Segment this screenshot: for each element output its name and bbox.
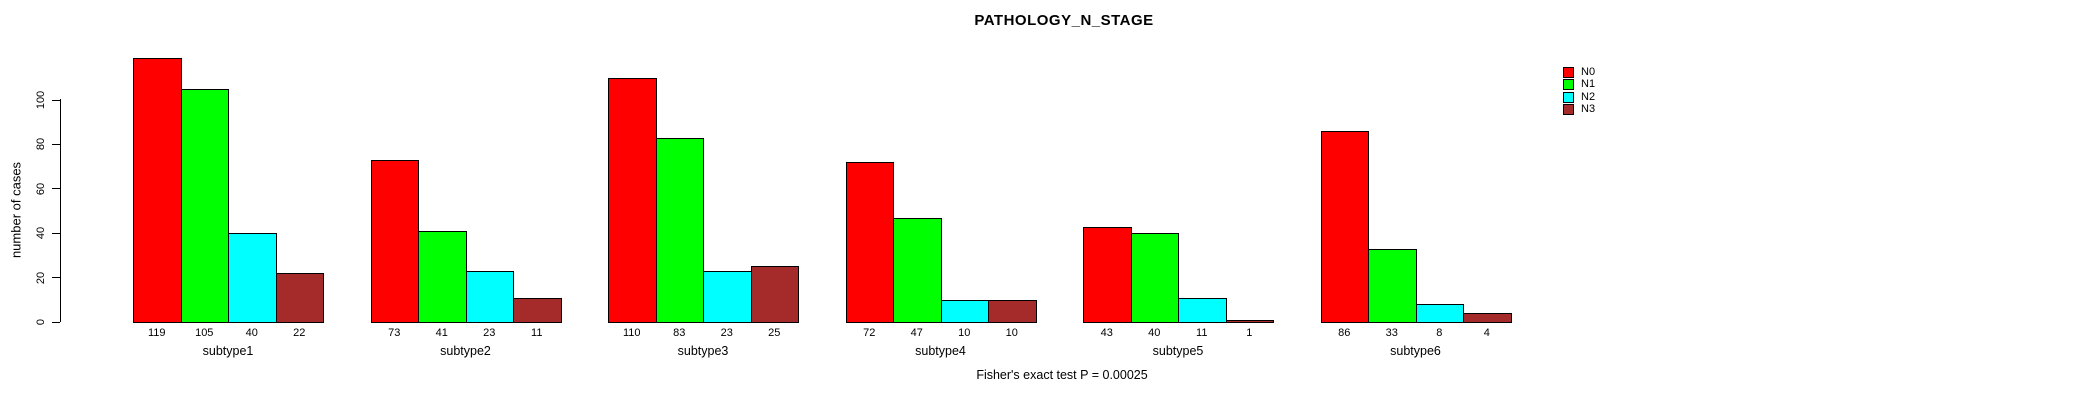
legend-label-n0: N0 — [1581, 66, 1596, 78]
category-label-subtype2: subtype2 — [440, 344, 491, 358]
bar-n1-subtype4 — [893, 218, 942, 323]
chart-title: PATHOLOGY_N_STAGE — [974, 12, 1154, 29]
legend-swatch-n0 — [1563, 67, 1574, 78]
bar-value-label: 8 — [1436, 327, 1443, 339]
category-label-subtype6: subtype6 — [1390, 344, 1441, 358]
bar-value-label: 1 — [1246, 327, 1253, 339]
bar-value-label: 25 — [768, 327, 781, 339]
y-tick-label: 20 — [35, 271, 47, 284]
legend-label-n2: N2 — [1581, 90, 1596, 103]
bar-value-label: 40 — [1148, 327, 1161, 339]
bar-n3-subtype1 — [275, 273, 324, 323]
y-tick-label: 100 — [35, 90, 47, 110]
y-tick-label: 0 — [35, 318, 47, 326]
bar-value-label: 43 — [1100, 327, 1113, 339]
bar-value-label: 40 — [245, 327, 258, 339]
legend-label-n3: N3 — [1581, 103, 1596, 116]
bar-n0-subtype2 — [370, 160, 419, 323]
y-axis-line — [60, 99, 61, 322]
bar-value-label: 22 — [293, 327, 306, 339]
bar-n2-subtype5 — [1178, 298, 1227, 323]
bar-n3-subtype5 — [1225, 320, 1274, 323]
bar-value-label: 33 — [1385, 327, 1398, 339]
y-tick-mark — [52, 99, 60, 101]
y-tick-mark — [52, 143, 60, 145]
bar-value-label: 110 — [622, 327, 641, 339]
bar-value-label: 83 — [673, 327, 686, 339]
bar-value-label: 41 — [435, 327, 448, 339]
category-label-subtype4: subtype4 — [915, 344, 966, 358]
bar-value-label: 11 — [1196, 327, 1208, 339]
bar-n1-subtype2 — [418, 231, 467, 323]
bar-value-label: 23 — [483, 327, 496, 339]
footer-annotation: Fisher's exact test P = 0.00025 — [976, 368, 1148, 382]
bar-n2-subtype4 — [940, 300, 989, 323]
bar-n0-subtype3 — [608, 78, 657, 323]
bar-n0-subtype6 — [1320, 131, 1369, 323]
bar-n2-subtype2 — [465, 271, 514, 323]
bar-n3-subtype2 — [513, 298, 562, 323]
y-tick-mark — [52, 277, 60, 279]
bar-value-label: 47 — [910, 327, 923, 339]
bar-value-label: 86 — [1338, 327, 1351, 339]
bar-value-label: 11 — [531, 327, 543, 339]
bar-value-label: 10 — [1005, 327, 1018, 339]
y-tick-mark — [52, 232, 60, 234]
y-tick-mark — [52, 321, 60, 323]
legend-label-n1: N1 — [1581, 78, 1596, 91]
bar-n2-subtype3 — [703, 271, 752, 323]
category-label-subtype5: subtype5 — [1152, 344, 1204, 358]
bar-value-label: 4 — [1483, 327, 1490, 339]
y-tick-label: 60 — [35, 182, 47, 195]
bar-n1-subtype3 — [655, 138, 704, 323]
legend-swatch-n2 — [1563, 91, 1574, 103]
bar-n0-subtype5 — [1083, 227, 1132, 323]
y-axis-label: number of cases — [8, 161, 24, 259]
y-tick-mark — [52, 188, 60, 190]
bar-value-label: 105 — [195, 327, 214, 339]
bar-n0-subtype1 — [133, 58, 182, 323]
bar-n0-subtype4 — [845, 162, 894, 323]
bar-value-label: 10 — [958, 327, 971, 339]
bar-n3-subtype6 — [1463, 313, 1512, 323]
bar-n2-subtype6 — [1415, 304, 1464, 323]
category-label-subtype1: subtype1 — [202, 344, 254, 358]
bar-n2-subtype1 — [228, 233, 277, 323]
bar-value-label: 72 — [863, 327, 876, 339]
bar-value-label: 73 — [388, 327, 401, 339]
category-label-subtype3: subtype3 — [677, 344, 729, 358]
bar-n1-subtype5 — [1130, 233, 1179, 323]
bar-value-label: 119 — [147, 327, 166, 339]
bar-n3-subtype3 — [750, 266, 799, 323]
y-tick-label: 80 — [35, 138, 47, 151]
legend-swatch-n3 — [1563, 104, 1574, 116]
bar-value-label: 23 — [720, 327, 733, 339]
bar-n1-subtype6 — [1368, 249, 1417, 323]
bar-n3-subtype4 — [988, 300, 1037, 323]
bar-n1-subtype1 — [180, 89, 229, 323]
y-tick-label: 40 — [35, 227, 47, 240]
legend-swatch-n1 — [1563, 79, 1574, 91]
